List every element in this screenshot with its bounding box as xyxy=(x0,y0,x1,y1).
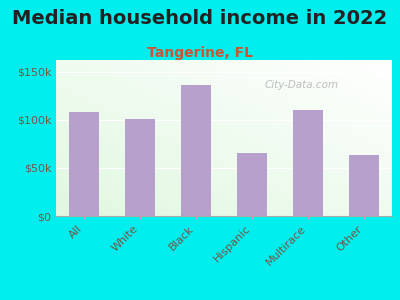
Bar xyxy=(69,112,100,216)
Text: City-Data.com: City-Data.com xyxy=(264,80,338,90)
Bar xyxy=(125,119,155,216)
Text: Tangerine, FL: Tangerine, FL xyxy=(147,46,253,61)
Bar xyxy=(181,85,212,216)
Bar xyxy=(293,110,324,216)
Text: Median household income in 2022: Median household income in 2022 xyxy=(12,9,388,28)
Bar xyxy=(348,155,379,216)
Bar xyxy=(237,153,268,216)
